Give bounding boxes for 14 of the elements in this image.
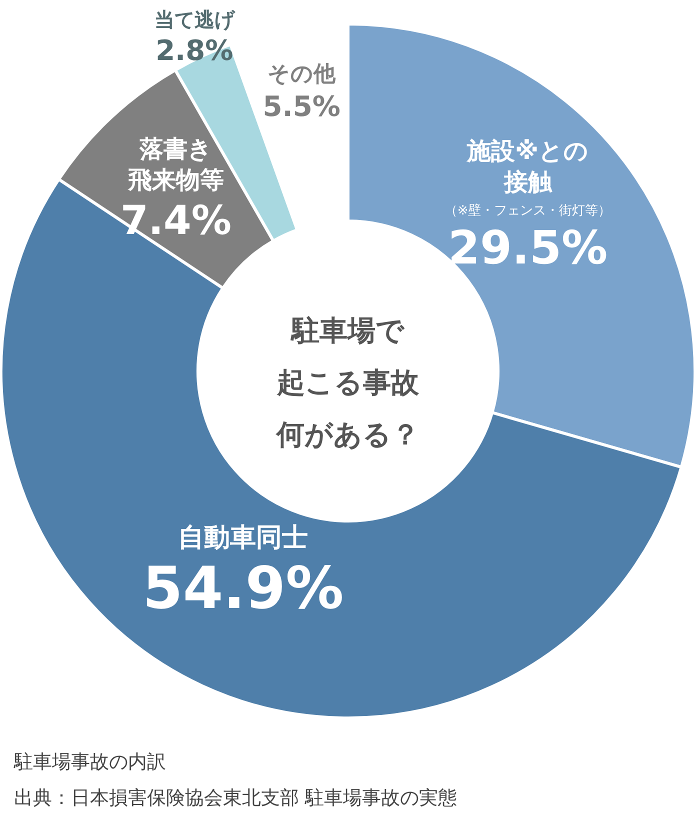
data-label: 7.4% <box>120 198 232 244</box>
data-label: 2.8% <box>156 34 234 67</box>
slice-label: 施設※との接触 <box>466 137 588 196</box>
slice-label: 落書き飛来物等 <box>126 134 224 194</box>
text: 駐車場事故の内訳 <box>14 750 167 775</box>
source-note: 出典：日本損害保険協会東北支部 駐車場事故の実態 <box>14 786 458 811</box>
data-label: 29.5% <box>448 220 608 275</box>
data-label: 5.5% <box>262 90 340 124</box>
text: （※壁・フェンス・街灯等） <box>444 203 612 218</box>
slice-label: 当て逃げ <box>154 7 236 32</box>
text: 駐車場で起こる事故何がある？ <box>276 314 420 451</box>
slice-label: その他 <box>268 62 337 88</box>
slice-label: 自動車同士 <box>178 523 308 554</box>
data-label: 54.9% <box>142 554 344 622</box>
